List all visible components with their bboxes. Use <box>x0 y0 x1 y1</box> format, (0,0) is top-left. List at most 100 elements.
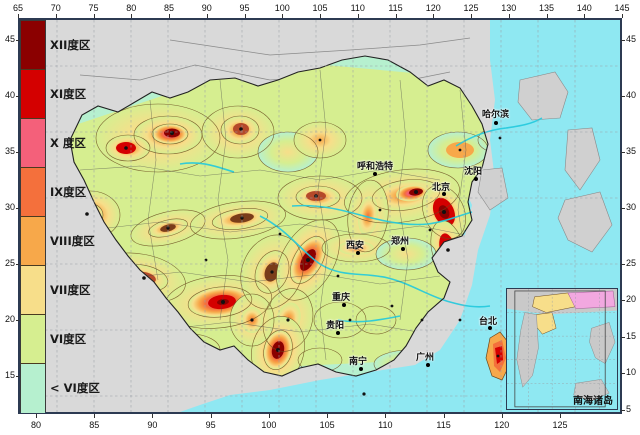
tick <box>268 414 270 418</box>
axis-bottom-tick-85: 85 <box>89 420 100 430</box>
axis-top-tick-100: 100 <box>274 3 290 13</box>
city-dot-台北 <box>488 326 492 330</box>
tick <box>621 152 625 153</box>
intensity-legend[interactable] <box>20 20 46 413</box>
city-label-沈阳: 沈阳 <box>464 167 483 177</box>
tick <box>16 152 19 153</box>
tick <box>621 300 625 301</box>
city-label-广州: 广州 <box>416 353 435 363</box>
tick <box>18 14 19 18</box>
city-label-南宁: 南宁 <box>349 357 368 367</box>
axis-left-tick-40: 40 <box>4 90 15 100</box>
city-label-北京: 北京 <box>432 183 451 193</box>
tick <box>546 14 548 18</box>
axis-right-tick-25: 25 <box>626 258 637 268</box>
city-label-哈尔滨: 哈尔滨 <box>482 110 510 120</box>
tick <box>621 40 625 41</box>
map-canvas[interactable]: 哈尔滨 沈阳 呼和浩特 北京 郑州 西安 重庆 贵阳 南宁 广州 台北 南海诸岛 <box>18 18 622 414</box>
axis-left-tick-30: 30 <box>4 202 15 212</box>
axis-bottom-tick-115: 115 <box>436 420 451 430</box>
legend-band-12[interactable] <box>21 21 45 70</box>
axis-bottom-tick-80: 80 <box>30 420 41 430</box>
legend-label-11: XI度区 <box>50 86 87 101</box>
tick <box>357 14 359 18</box>
tick <box>210 414 212 418</box>
tick <box>621 208 625 209</box>
axis-left-tick-25: 25 <box>4 258 15 268</box>
axis-top-tick-110: 110 <box>350 3 365 13</box>
tick <box>327 414 329 418</box>
tick <box>16 208 19 209</box>
axis-top-tick-95: 95 <box>239 3 250 13</box>
axis-top-tick-70: 70 <box>50 3 61 13</box>
tick <box>152 414 154 418</box>
city-label-台北: 台北 <box>479 317 498 327</box>
axis-bottom-tick-95: 95 <box>205 420 216 430</box>
legend-band-11[interactable] <box>21 70 45 119</box>
axis-left-tick-45: 45 <box>4 34 15 44</box>
axis-top-tick-130: 130 <box>501 3 517 13</box>
city-dot-沈阳 <box>474 177 478 181</box>
axis-bottom-tick-125: 125 <box>552 420 568 430</box>
city-dot-重庆 <box>342 303 346 307</box>
tick <box>16 264 19 265</box>
tick <box>433 14 435 18</box>
tick <box>16 376 19 377</box>
tick <box>320 14 321 18</box>
axis-top-tick-75: 75 <box>88 3 99 13</box>
legend-band-9[interactable] <box>21 168 45 217</box>
axis-top-tick-65: 65 <box>12 3 23 13</box>
south-china-sea-inset[interactable]: 南海诸岛 <box>506 288 618 410</box>
city-label-贵阳: 贵阳 <box>326 321 345 331</box>
tick <box>443 414 445 418</box>
legend-band-5[interactable] <box>21 364 45 413</box>
city-label-重庆: 重庆 <box>332 293 351 303</box>
axis-left-tick-35: 35 <box>4 146 15 156</box>
axis-bottom-tick-105: 105 <box>319 420 335 430</box>
tick <box>16 40 19 41</box>
axis-top-tick-135: 135 <box>538 3 555 13</box>
legend-label-10: X 度区 <box>50 135 86 150</box>
tick <box>36 414 37 418</box>
tick <box>621 410 625 411</box>
axis-bottom-tick-100: 100 <box>261 420 277 430</box>
tick <box>244 14 246 18</box>
city-dot-哈尔滨 <box>494 121 498 125</box>
axis-bottom-tick-90: 90 <box>147 420 158 430</box>
axis-right-tick-45: 45 <box>626 34 637 44</box>
legend-band-8[interactable] <box>21 217 45 266</box>
tick <box>508 14 510 18</box>
tick <box>16 96 19 97</box>
axis-top-tick-90: 90 <box>201 3 212 13</box>
tick <box>621 264 625 265</box>
axis-right-inset-tick-5: 5 <box>626 404 632 414</box>
tick <box>131 14 133 18</box>
tick <box>471 14 472 18</box>
tick <box>395 14 397 18</box>
legend-label-9: IX度区 <box>50 184 87 199</box>
tick <box>501 414 503 418</box>
axis-top-tick-145: 145 <box>614 3 630 13</box>
legend-band-7[interactable] <box>21 266 45 315</box>
legend-band-10[interactable] <box>21 119 45 168</box>
tick <box>621 96 625 97</box>
axis-right-inset-tick-10: 10 <box>626 367 637 378</box>
legend-label-8: VIII度区 <box>50 233 95 248</box>
legend-label-7: VII度区 <box>50 282 91 297</box>
legend-band-6[interactable] <box>21 315 45 364</box>
tick <box>560 414 561 418</box>
city-dot-北京 <box>442 192 446 196</box>
city-dot-郑州 <box>401 247 405 251</box>
axis-right-tick-40: 40 <box>626 90 637 100</box>
axis-top-tick-125: 125 <box>463 3 479 13</box>
legend-label-6: VI度区 <box>50 331 87 346</box>
tick <box>16 320 19 321</box>
legend-label-12: XII度区 <box>50 37 91 52</box>
axis-left-tick-15: 15 <box>4 370 15 380</box>
national-border <box>69 55 489 377</box>
axis-right-tick-35: 35 <box>626 146 637 156</box>
axis-top-tick-80: 80 <box>126 3 137 13</box>
axis-left-tick-20: 20 <box>4 314 15 324</box>
axis-bottom-tick-120: 120 <box>494 420 510 430</box>
